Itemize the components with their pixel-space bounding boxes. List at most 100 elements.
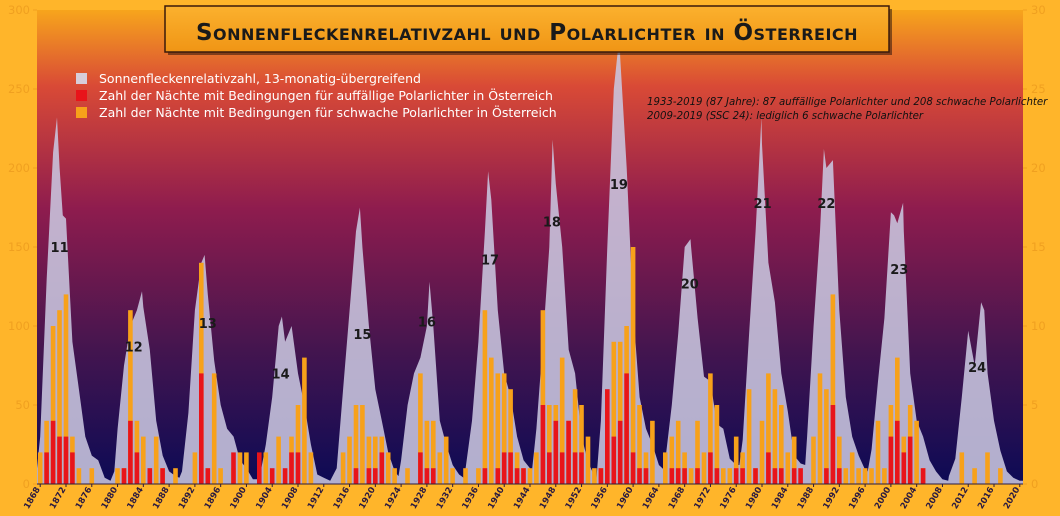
bar-weak-aurora xyxy=(630,247,636,484)
bar-strong-aurora xyxy=(920,468,926,484)
bar-strong-aurora xyxy=(669,468,675,484)
bar-strong-aurora xyxy=(289,452,294,484)
y-left-tick-label: 250 xyxy=(8,82,30,96)
y-right-tick-label: 20 xyxy=(1031,161,1046,175)
bar-weak-aurora xyxy=(385,452,391,484)
bar-weak-aurora xyxy=(476,468,481,484)
bar-strong-aurora xyxy=(605,389,610,484)
bar-strong-aurora xyxy=(121,468,127,484)
bar-strong-aurora xyxy=(714,468,720,484)
annotation-2009-2019: 2009-2019 (SSC 24): lediglich 6 schwache… xyxy=(647,111,924,122)
bar-strong-aurora xyxy=(353,468,359,484)
bar-weak-aurora xyxy=(559,357,565,484)
bar-strong-aurora xyxy=(637,468,642,484)
legend-label-weak-aurora: Zahl der Nächte mit Bedingungen für schw… xyxy=(99,104,557,120)
bar-strong-aurora xyxy=(379,452,385,484)
bar-weak-aurora xyxy=(830,294,836,484)
bar-strong-aurora xyxy=(675,468,681,484)
bar-strong-aurora xyxy=(508,452,513,484)
y-left-tick-label: 150 xyxy=(8,240,30,254)
bar-weak-aurora xyxy=(972,468,977,484)
bar-weak-aurora xyxy=(617,341,623,484)
y-right-tick-label: 15 xyxy=(1031,240,1046,254)
bar-weak-aurora xyxy=(579,405,584,484)
bar-strong-aurora xyxy=(753,468,758,484)
title-box: Sonnenfleckenrelativzahl und Polarlichte… xyxy=(164,5,892,55)
bar-weak-aurora xyxy=(862,468,868,484)
bar-strong-aurora xyxy=(630,452,636,484)
bar-weak-aurora xyxy=(611,341,617,484)
bar-weak-aurora xyxy=(276,436,281,484)
bar-weak-aurora xyxy=(837,436,842,484)
bar-weak-aurora xyxy=(791,436,797,484)
bar-weak-aurora xyxy=(115,468,120,484)
y-left-tick-label: 100 xyxy=(8,319,30,333)
bar-weak-aurora xyxy=(875,420,881,484)
bar-strong-aurora xyxy=(257,452,262,484)
bar-weak-aurora xyxy=(998,468,1003,484)
cycle-label: 18 xyxy=(543,216,561,231)
bar-weak-aurora xyxy=(89,468,95,484)
bar-weak-aurora xyxy=(985,452,990,484)
bar-weak-aurora xyxy=(424,420,430,484)
bar-strong-aurora xyxy=(907,436,913,484)
bar-weak-aurora xyxy=(495,373,501,484)
sunspot-area-layer xyxy=(37,33,1023,484)
bar-weak-aurora xyxy=(128,310,133,484)
bar-weak-aurora xyxy=(295,405,301,484)
legend-item-weak-aurora: Zahl der Nächte mit Bedingungen für schw… xyxy=(76,104,557,120)
bar-strong-aurora xyxy=(147,468,153,484)
y-left-tick-label: 300 xyxy=(8,3,30,17)
bar-weak-aurora xyxy=(431,420,436,484)
bar-strong-aurora xyxy=(418,452,423,484)
legend-item-sunspot: Sonnenfleckenrelativzahl, 13-monatig-übe… xyxy=(76,71,421,86)
bar-strong-aurora xyxy=(624,373,629,484)
bar-weak-aurora xyxy=(695,420,700,484)
bar-strong-aurora xyxy=(830,405,836,484)
bar-strong-aurora xyxy=(579,452,584,484)
bar-weak-aurora xyxy=(759,420,765,484)
y-left-tick-label: 50 xyxy=(15,398,30,412)
legend-swatch-weak-aurora xyxy=(76,107,87,118)
bar-strong-aurora xyxy=(282,468,288,484)
bar-weak-aurora xyxy=(785,452,791,484)
bar-strong-aurora xyxy=(431,468,436,484)
bar-weak-aurora xyxy=(811,436,816,484)
legend-label-sunspot: Sonnenfleckenrelativzahl, 13-monatig-übe… xyxy=(99,71,421,86)
y-left-tick-label: 200 xyxy=(8,161,30,175)
bar-strong-aurora xyxy=(837,468,842,484)
bar-weak-aurora xyxy=(173,468,178,484)
bar-weak-aurora xyxy=(733,436,739,484)
bar-strong-aurora xyxy=(598,468,604,484)
bar-weak-aurora xyxy=(218,468,223,484)
bar-weak-aurora xyxy=(592,468,597,484)
bar-weak-aurora xyxy=(482,310,488,484)
bar-weak-aurora xyxy=(534,452,539,484)
bar-weak-aurora xyxy=(727,468,733,484)
bar-weak-aurora xyxy=(572,389,578,484)
bar-weak-aurora xyxy=(50,326,56,484)
bar-weak-aurora xyxy=(772,389,778,484)
bar-weak-aurora xyxy=(244,452,249,484)
bar-strong-aurora xyxy=(160,468,165,484)
bar-weak-aurora xyxy=(675,420,681,484)
chart-title: Sonnenfleckenrelativzahl und Polarlichte… xyxy=(196,18,858,46)
bar-weak-aurora xyxy=(192,452,198,484)
bar-weak-aurora xyxy=(856,468,861,484)
bar-strong-aurora xyxy=(553,420,559,484)
bar-weak-aurora xyxy=(450,468,455,484)
y-right-tick-label: 10 xyxy=(1031,319,1046,333)
bar-weak-aurora xyxy=(650,420,655,484)
bar-weak-aurora xyxy=(489,357,494,484)
cycle-label: 21 xyxy=(754,197,772,212)
bar-strong-aurora xyxy=(128,420,133,484)
bar-strong-aurora xyxy=(495,468,501,484)
bar-weak-aurora xyxy=(141,436,146,484)
bar-strong-aurora xyxy=(521,468,526,484)
bar-strong-aurora xyxy=(779,468,784,484)
bar-weak-aurora xyxy=(721,468,726,484)
bar-weak-aurora xyxy=(959,452,965,484)
bar-strong-aurora xyxy=(70,452,75,484)
bar-weak-aurora xyxy=(708,373,713,484)
bar-strong-aurora xyxy=(57,436,62,484)
